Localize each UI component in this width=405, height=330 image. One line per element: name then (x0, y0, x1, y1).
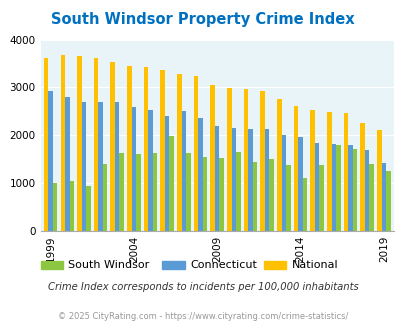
Bar (53, 183, 57, 231)
Text: Crime Index corresponds to incidents per 100,000 inhabitants: Crime Index corresponds to incidents per… (47, 282, 358, 292)
Bar (110, 62, 115, 231)
Bar (293, 106, 298, 231)
Bar (136, 154, 140, 231)
Bar (48, 91, 53, 231)
Bar (264, 129, 269, 231)
Bar (369, 164, 373, 231)
Bar (248, 129, 252, 231)
Text: © 2025 CityRating.com - https://www.cityrating.com/crime-statistics/: © 2025 CityRating.com - https://www.city… (58, 312, 347, 321)
Bar (343, 113, 347, 231)
Bar (81, 102, 86, 231)
Text: Connecticut: Connecticut (190, 260, 256, 270)
Bar (236, 152, 240, 231)
Bar (352, 149, 356, 231)
Bar (298, 137, 302, 231)
Bar (243, 89, 248, 231)
Bar (260, 91, 264, 231)
Text: South Windsor: South Windsor (68, 260, 149, 270)
Bar (385, 171, 390, 231)
Bar (335, 145, 340, 231)
Bar (119, 153, 124, 231)
Bar (86, 186, 90, 231)
Bar (44, 58, 48, 231)
Bar (115, 102, 119, 231)
Bar (314, 143, 319, 231)
Bar (376, 130, 381, 231)
Bar (277, 99, 281, 231)
Bar (269, 159, 273, 231)
Bar (164, 116, 169, 231)
Bar (94, 58, 98, 231)
Bar (181, 112, 185, 231)
Bar (331, 144, 335, 231)
Bar (252, 162, 257, 231)
Bar (65, 97, 69, 231)
Bar (360, 123, 364, 231)
Bar (347, 145, 352, 231)
Bar (98, 102, 102, 231)
Bar (60, 55, 65, 231)
Bar (319, 165, 323, 231)
Bar (152, 153, 157, 231)
Bar (286, 165, 290, 231)
Bar (193, 77, 198, 231)
Bar (302, 178, 307, 231)
Bar (231, 128, 236, 231)
Bar (381, 163, 385, 231)
Bar (226, 88, 231, 231)
Bar (127, 66, 131, 231)
Bar (219, 158, 224, 231)
Bar (143, 67, 148, 231)
Bar (364, 150, 369, 231)
Bar (169, 136, 174, 231)
Bar (202, 157, 207, 231)
Text: National: National (291, 260, 337, 270)
Bar (214, 126, 219, 231)
Bar (69, 181, 74, 231)
Bar (185, 152, 190, 231)
Bar (210, 85, 214, 231)
Bar (77, 56, 81, 231)
Bar (102, 164, 107, 231)
Bar (198, 117, 202, 231)
Bar (281, 135, 286, 231)
Bar (326, 112, 331, 231)
Text: South Windsor Property Crime Index: South Windsor Property Crime Index (51, 12, 354, 26)
Bar (148, 111, 152, 231)
Bar (131, 107, 136, 231)
Bar (310, 111, 314, 231)
Bar (177, 74, 181, 231)
Bar (160, 70, 164, 231)
